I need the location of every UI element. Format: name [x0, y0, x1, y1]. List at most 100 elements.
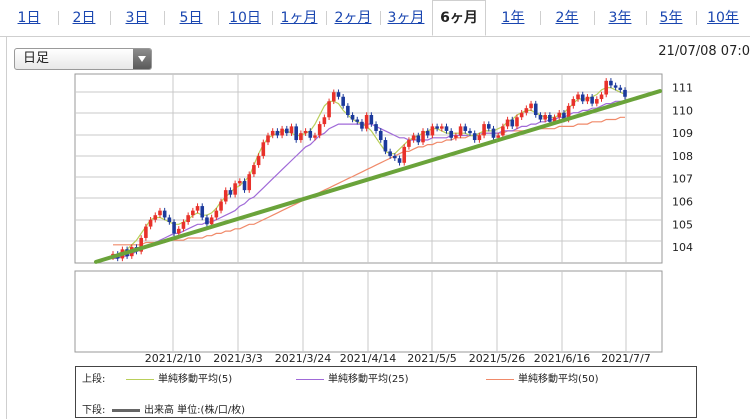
candle-body [299, 133, 303, 141]
y-tick-label: 108 [672, 150, 693, 163]
candle-body [270, 130, 275, 136]
chevron-down-icon [138, 56, 146, 62]
tab-2d[interactable]: 2日 [72, 10, 96, 26]
sma5-line [112, 87, 626, 257]
sma25-line [113, 100, 625, 259]
candle-body [393, 155, 397, 159]
candle-body [205, 217, 209, 225]
candle-body [496, 135, 500, 138]
candle-body [515, 117, 519, 127]
candle-body [585, 96, 590, 102]
tab-3m[interactable]: 3ヶ月 [387, 10, 425, 26]
interval-dropdown[interactable]: 日足 [14, 48, 152, 70]
legend-sma25-label: 単純移動平均(25) [328, 374, 409, 385]
x-tick-label: 2021/7/7 [601, 352, 650, 365]
legend-sma50-swatch [486, 378, 514, 380]
candle-body [477, 135, 482, 141]
candle-body [144, 226, 148, 238]
tab-1m[interactable]: 1ヶ月 [280, 10, 318, 26]
tab-2y[interactable]: 2年 [555, 10, 579, 26]
candle-body [604, 80, 609, 95]
candle-body [238, 181, 242, 184]
candle-body [350, 114, 355, 120]
candle-body [623, 89, 627, 97]
legend-sma5-label: 単純移動平均(5) [158, 374, 233, 385]
legend-volume-swatch [112, 408, 140, 412]
candle-body [548, 114, 552, 122]
candle-body [533, 103, 538, 115]
candle-body [491, 128, 496, 138]
tab-separator [58, 11, 59, 25]
tab-separator [326, 11, 327, 25]
legend-sma5: 単純移動平均(5) [126, 370, 232, 385]
y-tick-label: 104 [672, 241, 693, 254]
candle-body [425, 130, 430, 136]
period-tabbar: 1日 2日 3日 5日 10日 1ヶ月 2ヶ月 3ヶ月 6ヶ月 1年 2年 3年… [0, 0, 750, 37]
tab-1d[interactable]: 1日 [17, 10, 41, 26]
tab-separator [646, 11, 647, 25]
candle-body [416, 135, 421, 143]
tab-10y[interactable]: 10年 [707, 10, 739, 26]
candle-body [557, 112, 562, 118]
trendline [94, 89, 662, 264]
candle-body [529, 103, 533, 109]
candle-body [252, 165, 256, 175]
candle-body [219, 201, 223, 211]
y-tick-label: 107 [672, 173, 693, 186]
candle-body [402, 146, 407, 163]
legend-sma50: 単純移動平均(50) [486, 370, 599, 385]
candle-body [463, 126, 468, 131]
tab-1y[interactable]: 1年 [501, 10, 525, 26]
x-tick-label: 2021/6/16 [534, 352, 590, 365]
tab-separator [696, 11, 697, 25]
legend-upper-label: 上段: [82, 374, 106, 385]
candle-body [458, 126, 463, 136]
candle-body [167, 217, 172, 223]
tab-separator [218, 11, 219, 25]
tab-3d[interactable]: 3日 [125, 10, 149, 26]
candle-body [595, 99, 599, 104]
tab-2m[interactable]: 2ヶ月 [334, 10, 372, 26]
timestamp: 21/07/08 07:0 [658, 44, 750, 59]
candle-body [162, 210, 167, 218]
tab-10d[interactable]: 10日 [229, 10, 261, 26]
candle-body [303, 130, 308, 134]
candle-body [580, 94, 585, 102]
x-tick-label: 2021/5/26 [469, 352, 525, 365]
y-tick-label: 110 [672, 104, 693, 117]
candle-body [214, 210, 219, 218]
candle-body [172, 222, 176, 234]
candle-body [388, 151, 392, 156]
candle-body [191, 210, 195, 216]
tab-5y[interactable]: 5年 [659, 10, 683, 26]
x-tick-label: 2021/2/10 [145, 352, 201, 365]
lower-grid [74, 270, 663, 353]
legend-lower-row: 下段: [82, 401, 105, 416]
candle-body [181, 222, 186, 229]
candle-body [566, 105, 571, 120]
candle-body [331, 92, 336, 102]
tab-separator [110, 11, 111, 25]
tab-3y[interactable]: 3年 [608, 10, 632, 26]
candle-body [242, 181, 247, 191]
y-tick-label: 106 [672, 196, 693, 209]
candle-body [538, 114, 543, 120]
candle-body [186, 215, 190, 223]
candle-body [317, 124, 322, 136]
y-tick-label: 109 [672, 127, 693, 140]
candle-body [355, 119, 360, 122]
y-tick-label: 105 [672, 218, 693, 231]
candle-body [294, 126, 298, 141]
candle-body [346, 105, 350, 115]
candle-body [618, 87, 623, 90]
x-tick-label: 2021/4/14 [340, 352, 396, 365]
tab-5d[interactable]: 5日 [179, 10, 203, 26]
candle-body [275, 130, 280, 136]
candle-body [247, 174, 252, 191]
tab-6m[interactable]: 6ヶ月 [432, 0, 486, 36]
chart-frame [6, 36, 750, 419]
candle-body [543, 114, 547, 120]
dropdown-button[interactable] [133, 49, 151, 69]
candle-body [364, 114, 369, 129]
candle-body [308, 130, 313, 138]
